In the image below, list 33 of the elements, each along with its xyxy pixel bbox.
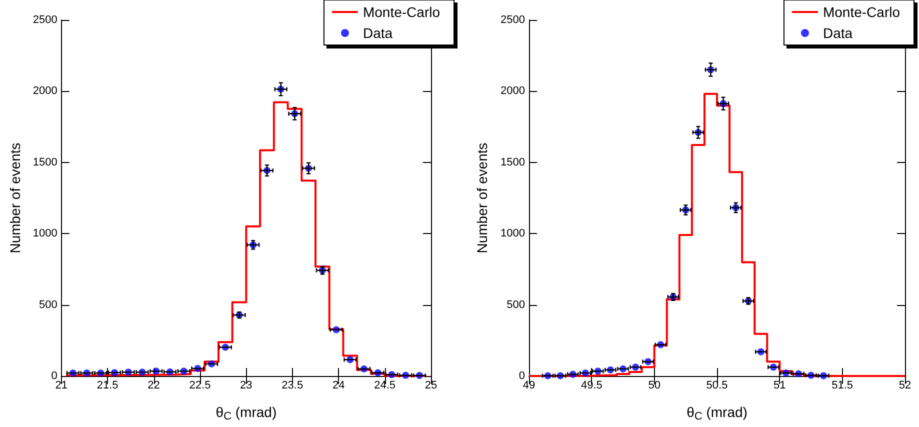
legend-label: Monte-Carlo [822,4,900,20]
y-axis-title: Number of events [7,142,23,254]
x-tick-label: 51 [774,380,786,392]
y-tick-label: 0 [518,370,525,382]
x-tick-label: 24.5 [374,380,396,392]
legend-label: Monte-Carlo [362,4,440,20]
y-tick-label: 1000 [32,228,58,240]
y-tick-label: 500 [506,298,525,311]
legend-label: Data [362,25,393,41]
x-tick-label: 21.5 [96,380,118,392]
y-tick-label: 2500 [500,14,525,26]
y-tick-label: 1500 [32,156,58,168]
y-tick-label: 0 [51,370,58,382]
x-tick-label: 21 [55,380,68,392]
x-tick-label: 23 [240,380,252,392]
x-tick-label: 49.5 [580,380,602,392]
x-tick-label: 25 [424,380,438,392]
y-tick-label: 500 [39,298,58,311]
x-tick-label: 22 [148,380,160,392]
x-tick-label: 22.5 [189,380,211,392]
y-tick-label: 1000 [500,228,525,240]
x-tick-label: 50.5 [706,380,728,392]
y-axis-title: Number of events [474,142,490,254]
x-tick-label: 50 [648,380,660,392]
y-tick-label: 1500 [500,156,525,168]
y-tick-label: 2500 [32,14,58,26]
y-tick-label: 2000 [500,85,525,98]
x-tick-label: 24 [332,380,345,392]
legend-label: Data [822,25,853,41]
x-tick-label: 51.5 [832,380,854,392]
x-tick-label: 52 [898,380,912,392]
x-tick-label: 49 [522,380,536,392]
y-tick-label: 2000 [32,85,58,98]
